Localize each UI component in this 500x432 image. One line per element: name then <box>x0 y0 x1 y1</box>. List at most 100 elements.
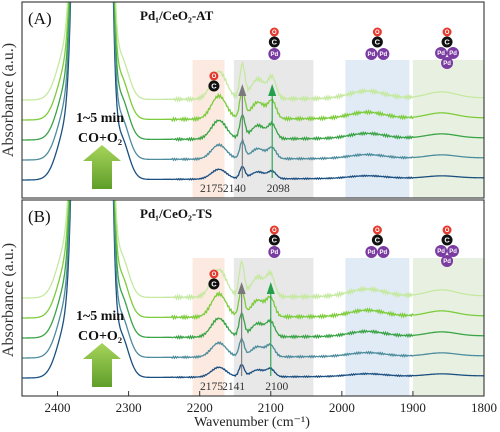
oxygen-atom-label: O <box>212 74 217 80</box>
oxygen-atom-circle <box>269 225 279 235</box>
panel-label: (A) <box>28 9 52 28</box>
peak-label: 2100 <box>265 381 288 393</box>
peak-arrow <box>237 282 246 294</box>
oxygen-atom-circle <box>372 27 382 37</box>
oxygen-atom-circle <box>269 27 279 37</box>
oxygen-atom-circle <box>442 27 452 37</box>
palladium-atom-circle <box>365 246 378 258</box>
series-line <box>22 2 484 181</box>
palladium-atom-circle <box>365 48 378 60</box>
palladium-atom-circle <box>377 246 390 258</box>
carbon-atom-label: C <box>272 236 278 245</box>
x-tick-label: 1800 <box>471 400 497 415</box>
carbon-atom-label: C <box>375 236 381 245</box>
region-band <box>412 60 484 198</box>
oxygen-atom-label: O <box>212 272 217 278</box>
oxygen-atom-circle <box>372 225 382 235</box>
carbon-atom-label: C <box>444 38 450 47</box>
region-band <box>192 60 225 198</box>
carbon-atom-label: C <box>211 82 217 91</box>
y-axis-label: Absorbance (a.u.) <box>0 243 17 357</box>
carbon-atom-label: C <box>211 280 217 289</box>
carbon-atom-circle <box>441 234 453 246</box>
palladium-atom-label: Pd <box>449 51 457 57</box>
palladium-atom-circle <box>268 246 281 258</box>
carbon-atom-label: C <box>272 38 278 47</box>
peak-label: 2098 <box>267 183 290 195</box>
oxygen-atom-label: O <box>272 30 277 36</box>
x-axis: 2400 2300 2200 2100 2000 1900 1800 <box>45 391 497 415</box>
peak-arrow <box>266 282 275 294</box>
palladium-atom-circle <box>435 47 448 59</box>
panel-label: (B) <box>28 207 51 226</box>
palladium-atom-label: Pd <box>380 52 388 58</box>
oxygen-atom-label: O <box>445 228 450 234</box>
palladium-atom-circle <box>377 48 390 60</box>
x-tick-label: 2400 <box>45 400 71 415</box>
palladium-atom-label: Pd <box>368 52 376 58</box>
palladium-atom-label: Pd <box>368 250 376 256</box>
palladium-atom-label: Pd <box>380 250 388 256</box>
oxygen-atom-circle <box>209 269 219 279</box>
peak-arrow <box>238 84 247 96</box>
oxygen-atom-circle <box>209 71 219 81</box>
region-band <box>345 258 410 396</box>
oxygen-atom-label: O <box>445 30 450 36</box>
series-group <box>22 2 484 181</box>
carbon-atom-circle <box>268 36 280 48</box>
reaction-arrow <box>83 343 121 387</box>
time-annotation: 1~5 min <box>76 111 124 126</box>
x-tick-label: 2000 <box>329 400 355 415</box>
carbon-atom-circle <box>441 36 453 48</box>
oxygen-atom-label: O <box>375 30 380 36</box>
palladium-atom-circle <box>447 47 460 59</box>
region-band <box>345 60 410 198</box>
series-group <box>22 200 484 379</box>
carbon-atom-circle <box>208 80 220 92</box>
series-line <box>22 200 484 321</box>
y-axis-label: Absorbance (a.u.) <box>0 43 17 157</box>
carbon-atom-circle <box>371 36 383 48</box>
palladium-atom-circle <box>441 255 454 267</box>
x-tick-label: 2100 <box>258 400 284 415</box>
palladium-atom-label: Pd <box>443 61 451 67</box>
panel-title: Pd₁/CeO₂-AT <box>140 8 214 23</box>
palladium-atom-label: Pd <box>437 51 445 57</box>
palladium-atom-label: Pd <box>437 249 445 255</box>
region-band <box>192 258 225 396</box>
panel-frame <box>21 199 485 397</box>
time-annotation: 1~5 min <box>76 309 124 324</box>
oxygen-atom-circle <box>442 225 452 235</box>
x-tick-label: 2200 <box>187 400 213 415</box>
panel-frame <box>21 1 485 199</box>
series-line <box>22 2 484 142</box>
palladium-atom-label: Pd <box>449 249 457 255</box>
x-tick-label: 1900 <box>400 400 426 415</box>
region-band <box>412 258 484 396</box>
carbon-atom-circle <box>208 278 220 290</box>
series-line <box>22 2 484 123</box>
series-line <box>22 200 484 302</box>
palladium-atom-circle <box>441 57 454 69</box>
series-line <box>22 2 484 104</box>
peak-arrow <box>268 84 277 96</box>
panel-title: Pd₁/CeO₂-TS <box>140 206 212 221</box>
gas-annotation: CO+O₂ <box>78 131 122 146</box>
oxygen-atom-label: O <box>272 228 277 234</box>
palladium-atom-circle <box>268 48 281 60</box>
series-line <box>22 200 484 360</box>
palladium-atom-label: Pd <box>270 250 278 256</box>
x-axis-label: Wavenumber (cm⁻¹) <box>194 415 310 430</box>
series-line <box>22 2 484 162</box>
palladium-atom-circle <box>447 245 460 257</box>
carbon-atom-label: C <box>444 236 450 245</box>
peak-label: 2175 <box>200 183 223 195</box>
palladium-atom-label: Pd <box>270 52 278 58</box>
carbon-atom-label: C <box>375 38 381 47</box>
oxygen-atom-label: O <box>375 228 380 234</box>
palladium-atom-circle <box>435 245 448 257</box>
reaction-arrow <box>83 145 121 189</box>
